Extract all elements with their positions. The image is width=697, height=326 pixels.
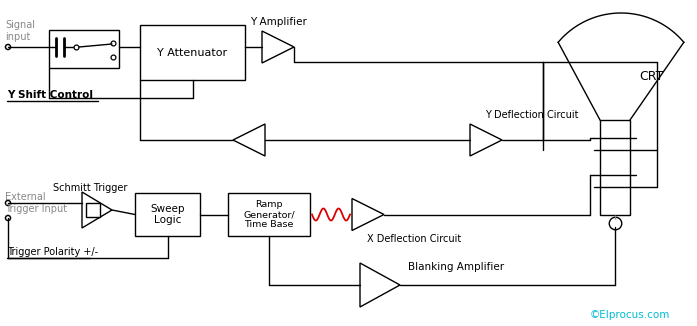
Bar <box>140 25 245 80</box>
Bar <box>86 203 100 217</box>
Circle shape <box>6 45 10 50</box>
Text: External
Trigger Input: External Trigger Input <box>5 192 67 214</box>
Circle shape <box>6 45 10 50</box>
Circle shape <box>6 215 10 220</box>
Bar <box>135 193 200 236</box>
Circle shape <box>6 200 10 205</box>
Text: Sweep
Logic: Sweep Logic <box>151 204 185 225</box>
Text: Blanking Amplifier: Blanking Amplifier <box>408 262 504 272</box>
Bar <box>600 120 630 215</box>
Bar <box>49 30 119 68</box>
Text: Schmitt Trigger: Schmitt Trigger <box>53 183 127 193</box>
Text: Y Shift Control: Y Shift Control <box>7 90 93 100</box>
Text: Y Deflection Circuit: Y Deflection Circuit <box>485 110 579 120</box>
Circle shape <box>6 215 10 220</box>
Text: Y Amplifier: Y Amplifier <box>250 17 307 27</box>
Circle shape <box>6 200 10 205</box>
Text: X Deflection Circuit: X Deflection Circuit <box>367 234 461 244</box>
Text: Y Attenuator: Y Attenuator <box>158 48 227 57</box>
Text: Trigger Polarity +/-: Trigger Polarity +/- <box>7 247 98 257</box>
Text: CRT: CRT <box>639 70 663 83</box>
Text: ©Elprocus.com: ©Elprocus.com <box>590 310 671 320</box>
Bar <box>228 193 310 236</box>
Text: Signal
input: Signal input <box>5 20 35 42</box>
Text: Ramp
Generator/
Time Base: Ramp Generator/ Time Base <box>243 200 295 230</box>
